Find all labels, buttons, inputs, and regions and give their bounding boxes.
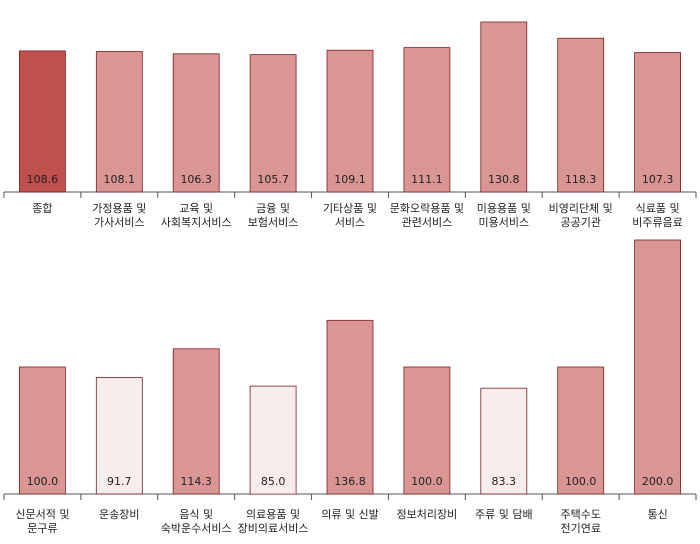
bar <box>326 49 374 193</box>
bar <box>403 366 451 495</box>
data-label: 105.7 <box>257 173 289 186</box>
bar <box>634 239 681 495</box>
category-label: 주택수도 <box>560 508 600 521</box>
category-label: 주류 및 담배 <box>475 508 533 521</box>
data-label: 114.3 <box>180 475 212 488</box>
category-label: 문구류 <box>27 522 57 535</box>
category-label: 신문서적 및 <box>15 508 69 521</box>
data-label: 130.8 <box>488 173 520 186</box>
data-label: 111.1 <box>411 173 443 186</box>
category-label: 기타상품 및 <box>323 202 377 215</box>
bar <box>326 319 374 495</box>
data-label: 85.0 <box>261 475 286 488</box>
category-label: 종합 <box>32 202 52 215</box>
bar <box>172 348 220 495</box>
bar <box>634 52 681 193</box>
category-label: 통신 <box>647 508 667 521</box>
category-label: 음식 및 <box>179 508 213 521</box>
category-label: 비영리단체 및 <box>549 202 613 215</box>
data-label: 136.8 <box>334 475 366 488</box>
data-label: 108.1 <box>104 173 136 186</box>
category-label: 운송장비 <box>99 508 139 521</box>
data-label: 106.3 <box>180 173 212 186</box>
data-label: 107.3 <box>642 173 674 186</box>
category-label: 숙박운수서비스 <box>161 522 232 535</box>
category-label: 사회복지서비스 <box>161 216 232 229</box>
category-label: 정보처리장비 <box>397 508 458 521</box>
data-label: 83.3 <box>492 475 517 488</box>
bar <box>403 47 451 193</box>
data-label: 100.0 <box>565 475 597 488</box>
category-label: 교육 및 <box>179 202 213 215</box>
category-label: 보험서비스 <box>248 216 299 229</box>
data-label: 109.1 <box>334 173 366 186</box>
bar <box>18 50 66 193</box>
category-label: 금융 및 <box>256 202 290 215</box>
bar <box>480 21 528 193</box>
category-label: 장비의료서비스 <box>238 522 309 535</box>
category-label: 문화오락용품 및 <box>390 202 464 215</box>
category-label: 의료용품 및 <box>246 508 300 521</box>
category-label: 비주류음료 <box>632 216 683 229</box>
category-label: 가정용품 및 <box>92 202 146 215</box>
category-label: 미용서비스 <box>478 216 529 229</box>
category-label: 미용용품 및 <box>477 202 531 215</box>
bar <box>480 387 528 495</box>
bar <box>557 37 605 193</box>
category-label: 전기연료 <box>560 522 600 535</box>
category-label: 가사서비스 <box>94 216 145 229</box>
bar <box>18 366 66 495</box>
data-label: 118.3 <box>565 173 597 186</box>
data-label: 100.0 <box>411 475 443 488</box>
data-label: 108.6 <box>27 173 59 186</box>
category-label: 공공기관 <box>560 216 600 229</box>
bar <box>249 385 297 495</box>
category-label: 식료품 및 <box>636 202 680 215</box>
category-label: 의류 및 신발 <box>321 508 379 521</box>
data-label: 100.0 <box>27 475 59 488</box>
bar <box>557 366 605 495</box>
bar <box>95 377 143 495</box>
category-label: 서비스 <box>335 216 365 229</box>
bar <box>249 54 297 193</box>
bar <box>172 53 220 193</box>
category-label: 관련서비스 <box>402 216 453 229</box>
bar <box>95 51 143 193</box>
data-label: 200.0 <box>642 475 674 488</box>
data-label: 91.7 <box>107 475 132 488</box>
